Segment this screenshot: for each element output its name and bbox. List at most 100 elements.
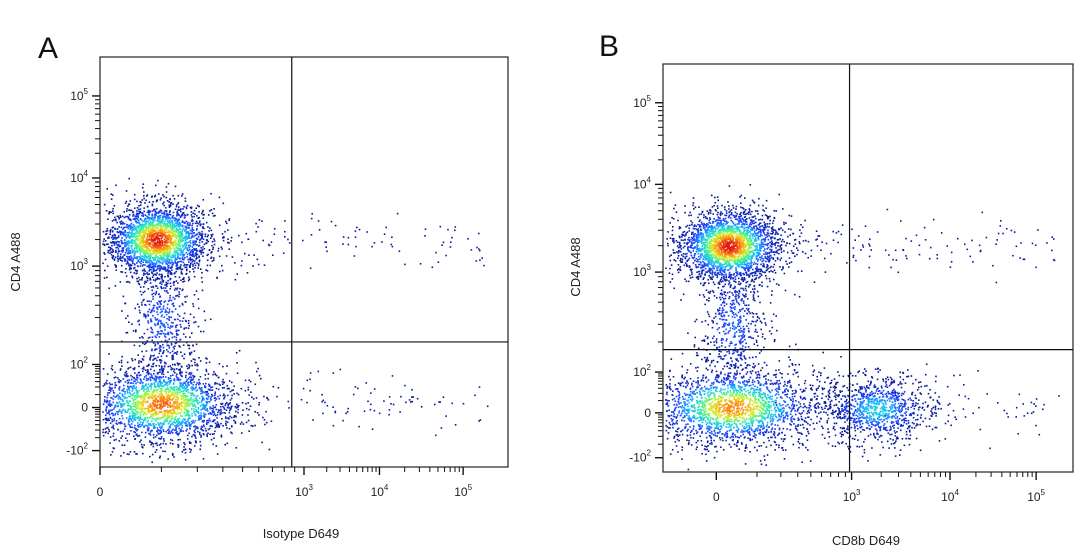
event-point bbox=[138, 362, 140, 364]
event-point bbox=[167, 365, 170, 368]
event-point bbox=[383, 400, 385, 402]
event-point bbox=[160, 255, 162, 257]
event-point bbox=[179, 370, 182, 372]
event-point bbox=[198, 382, 201, 385]
event-point bbox=[155, 377, 158, 380]
event-point bbox=[151, 414, 153, 416]
event-point bbox=[144, 395, 147, 397]
event-point bbox=[149, 278, 152, 281]
event-point bbox=[192, 378, 195, 380]
event-point bbox=[159, 199, 162, 201]
event-point bbox=[180, 390, 182, 392]
event-point bbox=[206, 398, 208, 401]
event-point bbox=[179, 235, 182, 237]
event-point bbox=[181, 451, 184, 453]
event-point bbox=[189, 402, 191, 405]
event-point bbox=[187, 377, 190, 380]
event-point bbox=[139, 415, 142, 417]
event-point bbox=[143, 254, 146, 257]
event-point bbox=[160, 332, 163, 335]
event-point bbox=[177, 403, 180, 406]
event-point bbox=[131, 359, 134, 362]
event-point bbox=[158, 359, 161, 361]
event-point bbox=[475, 260, 478, 262]
event-point bbox=[202, 403, 205, 406]
event-point bbox=[388, 409, 391, 411]
event-point bbox=[192, 229, 195, 231]
event-point bbox=[157, 321, 159, 324]
event-point bbox=[163, 249, 166, 252]
event-point bbox=[174, 372, 176, 374]
event-point bbox=[268, 244, 271, 247]
event-point bbox=[219, 384, 222, 386]
event-point bbox=[160, 321, 162, 324]
event-point bbox=[108, 389, 110, 391]
event-point bbox=[231, 389, 233, 392]
event-point bbox=[137, 381, 139, 383]
event-point bbox=[155, 200, 158, 203]
event-point bbox=[150, 365, 153, 368]
event-point bbox=[158, 423, 160, 425]
event-point bbox=[131, 408, 134, 411]
event-point bbox=[188, 227, 190, 230]
event-point bbox=[124, 409, 126, 411]
event-point bbox=[117, 402, 119, 405]
event-point bbox=[229, 399, 232, 401]
event-point bbox=[105, 381, 107, 384]
event-point bbox=[191, 421, 194, 424]
event-point bbox=[149, 409, 152, 412]
event-point bbox=[133, 435, 135, 437]
event-point bbox=[167, 388, 169, 391]
event-point bbox=[188, 373, 190, 375]
event-point bbox=[263, 419, 266, 421]
event-point bbox=[195, 406, 197, 409]
event-point bbox=[208, 400, 211, 403]
event-point bbox=[105, 421, 107, 424]
event-point bbox=[198, 260, 201, 263]
event-point bbox=[147, 313, 149, 316]
event-point bbox=[172, 263, 175, 265]
event-point bbox=[186, 402, 189, 405]
event-point bbox=[173, 352, 176, 354]
event-point bbox=[181, 387, 184, 389]
event-point bbox=[170, 423, 173, 425]
event-point bbox=[193, 403, 195, 405]
event-point bbox=[131, 238, 134, 241]
event-point bbox=[179, 403, 182, 406]
event-point bbox=[185, 374, 187, 377]
event-point bbox=[188, 278, 191, 280]
event-point bbox=[188, 241, 190, 243]
event-point bbox=[178, 363, 181, 365]
event-point bbox=[178, 209, 180, 211]
event-point bbox=[157, 313, 159, 316]
event-point bbox=[151, 232, 153, 235]
event-point bbox=[165, 231, 167, 234]
event-point bbox=[132, 420, 134, 423]
event-point bbox=[164, 383, 167, 385]
event-point bbox=[167, 224, 170, 227]
event-point bbox=[137, 320, 139, 323]
event-point bbox=[154, 258, 156, 261]
event-point bbox=[161, 416, 164, 418]
event-point bbox=[193, 405, 195, 407]
event-point bbox=[133, 427, 136, 429]
event-point bbox=[176, 407, 178, 409]
event-point bbox=[194, 425, 196, 427]
event-point bbox=[177, 443, 179, 446]
event-point bbox=[245, 407, 248, 410]
event-point bbox=[128, 252, 130, 254]
event-point bbox=[188, 441, 191, 443]
event-point bbox=[192, 358, 195, 360]
event-point bbox=[167, 371, 169, 373]
event-point bbox=[150, 443, 152, 446]
event-point bbox=[119, 230, 121, 233]
event-point bbox=[127, 392, 129, 394]
event-point bbox=[106, 405, 108, 408]
event-point bbox=[157, 413, 159, 415]
event-point bbox=[169, 401, 171, 404]
event-point bbox=[211, 393, 213, 396]
event-point bbox=[205, 221, 208, 224]
event-point bbox=[173, 387, 176, 390]
event-point bbox=[159, 418, 161, 420]
event-point bbox=[189, 442, 191, 444]
